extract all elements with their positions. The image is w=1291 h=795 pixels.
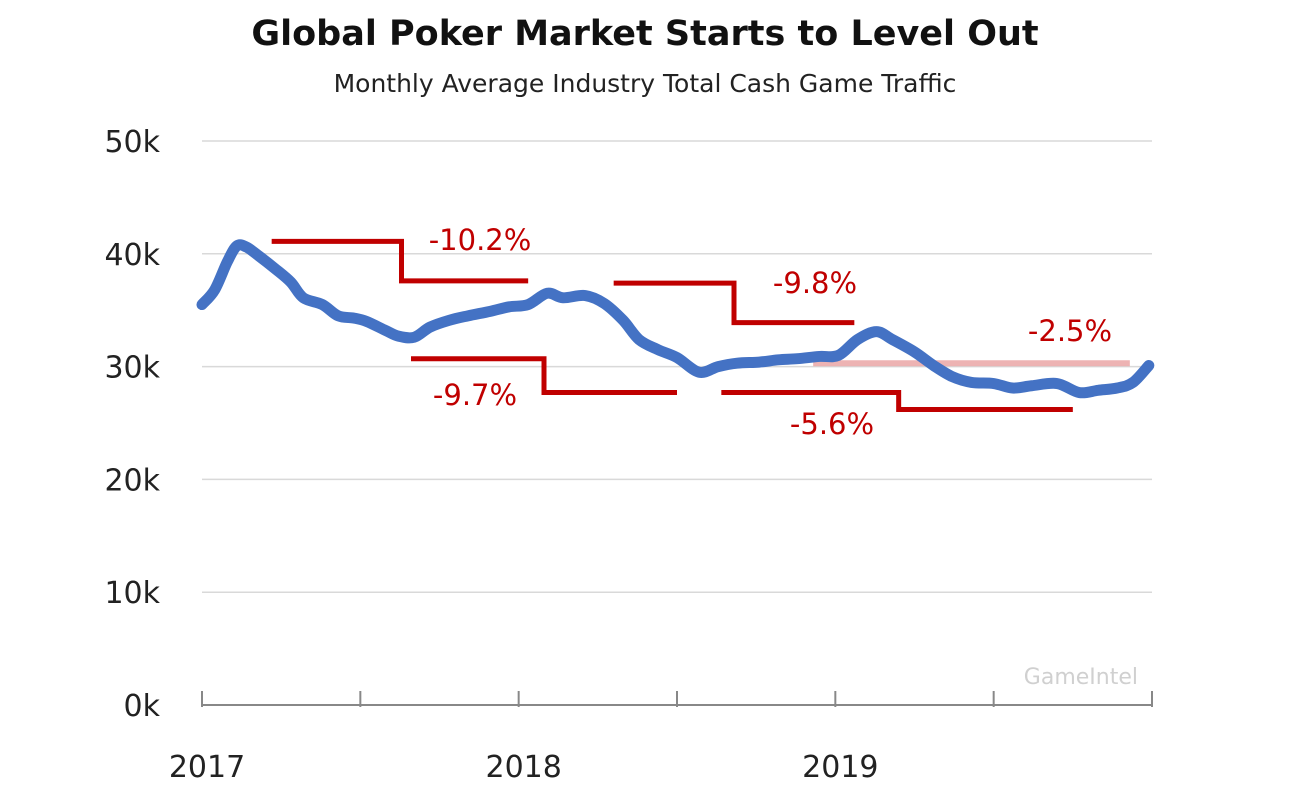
y-tick-label: 50k [104,125,160,160]
annotation-label: -2.5% [1028,314,1112,348]
y-tick-label: 0k [124,689,161,724]
y-tick-label: 30k [104,351,160,386]
annotations: -10.2% -9.7% -9.8% -5.6% -2.5% [271,223,1130,441]
x-tick-label: 2019 [802,750,878,785]
annotation-step-line [411,356,677,396]
traffic-line [196,239,1155,399]
chart-subtitle: Monthly Average Industry Total Cash Game… [334,69,957,98]
annotation-label: -10.2% [429,223,532,257]
annotation-step-line [613,280,855,326]
x-tick-label: 2018 [485,750,561,785]
annotation-step-line [721,390,1073,412]
y-tick-label: 10k [104,576,160,611]
annotation-label: -5.6% [790,407,874,441]
y-axis-labels: 0k 10k 20k 30k 40k 50k [104,125,160,724]
y-tick-label: 20k [104,463,160,498]
annotation-step-line [271,238,529,284]
y-tick-label: 40k [104,238,160,273]
series [196,239,1155,399]
watermark: GameIntel [1024,665,1138,690]
annotation-label: -9.8% [773,266,857,300]
x-tick-label: 2017 [169,750,245,785]
chart-title: Global Poker Market Starts to Level Out [251,14,1038,54]
x-axis: 2017 2018 2019 [169,691,1153,785]
gridlines [202,140,1152,593]
annotation-label: -9.7% [433,378,517,412]
